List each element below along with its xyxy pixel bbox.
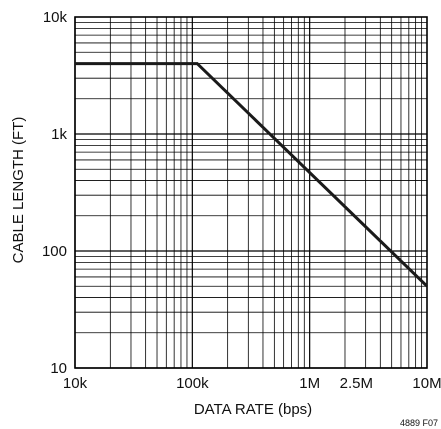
x-tick-label: 10k [63,375,88,392]
cable-length-curve [75,62,429,288]
x-tick-label: 2.5M [340,375,373,392]
plot-frame [74,16,428,369]
grid [74,17,427,369]
x-tick-label: 1M [299,375,320,392]
x-tick-label: 10M [412,375,441,392]
y-axis-label: CABLE LENGTH (FT) [10,117,27,264]
series-layer [75,62,429,288]
figure-id: 4889 F07 [400,418,438,428]
y-tick-label: 10 [50,360,67,377]
tick-labels: 10k 100k 1M 2.5M 10M 10 100 1k 10k [42,9,441,392]
x-tick-label: 100k [176,375,209,392]
y-tick-label: 100 [42,243,67,260]
x-axis-label: DATA RATE (bps) [194,401,312,418]
y-tick-label: 1k [51,126,67,143]
y-tick-label: 10k [43,9,68,26]
